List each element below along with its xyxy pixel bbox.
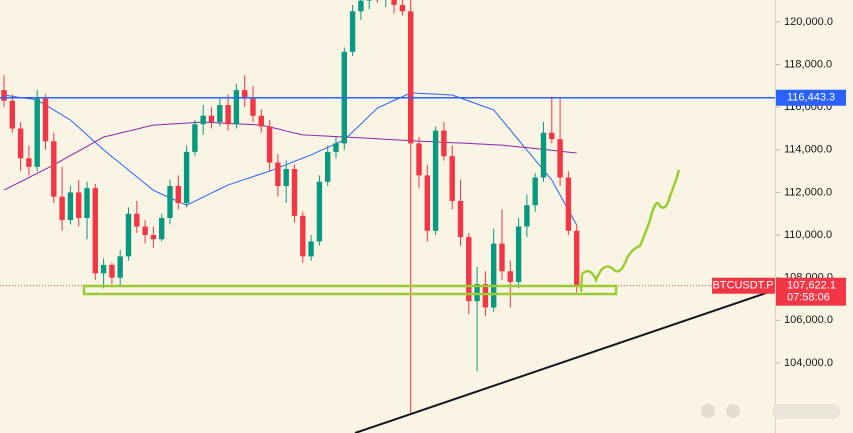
candle-body bbox=[441, 130, 447, 157]
candle-body bbox=[515, 226, 522, 282]
candle-body bbox=[366, 0, 372, 1]
candle-body bbox=[51, 141, 57, 197]
candle-body bbox=[125, 213, 132, 257]
candle-body bbox=[167, 186, 173, 218]
y-tick-label: 104,000.0 bbox=[784, 357, 833, 369]
y-tick-label: 112,000.0 bbox=[784, 186, 832, 198]
candle-body bbox=[457, 200, 464, 238]
candle-body bbox=[34, 98, 40, 167]
candle-body bbox=[466, 237, 472, 302]
candle-body bbox=[532, 177, 538, 206]
candle-body bbox=[67, 192, 74, 221]
candle-body bbox=[300, 215, 306, 257]
candle-body bbox=[17, 128, 24, 159]
candle-body bbox=[84, 188, 90, 218]
candle-body bbox=[275, 162, 281, 187]
candle-body bbox=[9, 100, 15, 129]
candle-body bbox=[26, 158, 32, 167]
candle-body bbox=[134, 213, 140, 227]
candle-body bbox=[258, 115, 264, 127]
symbol-label: BTCUSDT.P bbox=[712, 280, 773, 292]
candle-body bbox=[192, 124, 198, 152]
y-tick-label: 118,000.0 bbox=[784, 58, 832, 70]
projection-path bbox=[579, 169, 681, 293]
candle-body bbox=[225, 105, 231, 125]
candle-body bbox=[549, 132, 555, 140]
candle-body bbox=[540, 132, 547, 178]
plot-area bbox=[0, 0, 775, 415]
price-label: 107,622.1 bbox=[787, 280, 836, 292]
y-tick-label: 120,000.0 bbox=[784, 16, 833, 28]
candle-body bbox=[233, 90, 240, 125]
moving-average bbox=[3, 121, 577, 191]
icon[interactable] bbox=[726, 404, 740, 418]
y-tick-label: 114,000.0 bbox=[784, 144, 832, 156]
candle-body bbox=[391, 0, 397, 5]
candle-body bbox=[491, 243, 497, 308]
price-tag bbox=[776, 277, 846, 306]
candle-body bbox=[565, 177, 572, 231]
candle-body bbox=[408, 11, 414, 144]
countdown-label: 07:58:06 bbox=[787, 292, 830, 304]
candle-body bbox=[524, 205, 530, 227]
drawings bbox=[82, 169, 776, 433]
candle-body bbox=[283, 168, 289, 187]
moving-average bbox=[3, 92, 578, 226]
candle-body bbox=[333, 143, 339, 152]
candle-body bbox=[474, 284, 480, 302]
candle-body bbox=[416, 143, 422, 176]
candle-body bbox=[242, 90, 248, 99]
toggle[interactable] bbox=[772, 404, 840, 419]
candle-body bbox=[200, 115, 206, 125]
candle-body bbox=[399, 4, 406, 12]
icon[interactable] bbox=[701, 404, 715, 418]
candle-body bbox=[358, 0, 364, 12]
candle-body bbox=[100, 264, 107, 274]
y-tick-label: 106,000.0 bbox=[784, 314, 833, 326]
candle-body bbox=[142, 226, 148, 236]
candle-body bbox=[291, 168, 298, 216]
level-label: 116,443.3 bbox=[787, 92, 835, 104]
candle-body bbox=[507, 271, 513, 282]
candle-body bbox=[208, 115, 215, 123]
candle-body bbox=[217, 105, 223, 123]
candle-body bbox=[424, 175, 430, 231]
candle-body bbox=[308, 241, 314, 257]
candle-body bbox=[574, 230, 580, 286]
candle-body bbox=[1, 90, 7, 101]
candle-body bbox=[557, 139, 563, 178]
candle-body bbox=[482, 284, 489, 308]
candle-body bbox=[266, 126, 273, 163]
candle-body bbox=[449, 156, 455, 201]
candle-body bbox=[117, 256, 123, 278]
candle-body bbox=[150, 235, 157, 240]
candle-body bbox=[59, 196, 65, 221]
trend-line bbox=[354, 289, 776, 433]
candle-body bbox=[42, 98, 49, 142]
candle-body bbox=[316, 181, 323, 242]
support-zone bbox=[82, 284, 618, 296]
candle-body bbox=[92, 188, 98, 274]
toolbar-icons bbox=[701, 404, 840, 419]
candle-body bbox=[109, 264, 115, 278]
candle-body bbox=[250, 98, 256, 116]
candle-body bbox=[325, 151, 331, 182]
candle-body bbox=[349, 11, 356, 52]
candle-body bbox=[159, 217, 165, 240]
y-tick-label: 110,000.0 bbox=[784, 229, 832, 241]
level-tag bbox=[776, 89, 846, 106]
symbol-tag bbox=[712, 277, 775, 294]
candle-body bbox=[76, 192, 82, 218]
candle-body bbox=[183, 151, 190, 204]
candle-body bbox=[499, 243, 505, 272]
candle-body bbox=[432, 130, 439, 231]
candle-body bbox=[175, 186, 181, 204]
